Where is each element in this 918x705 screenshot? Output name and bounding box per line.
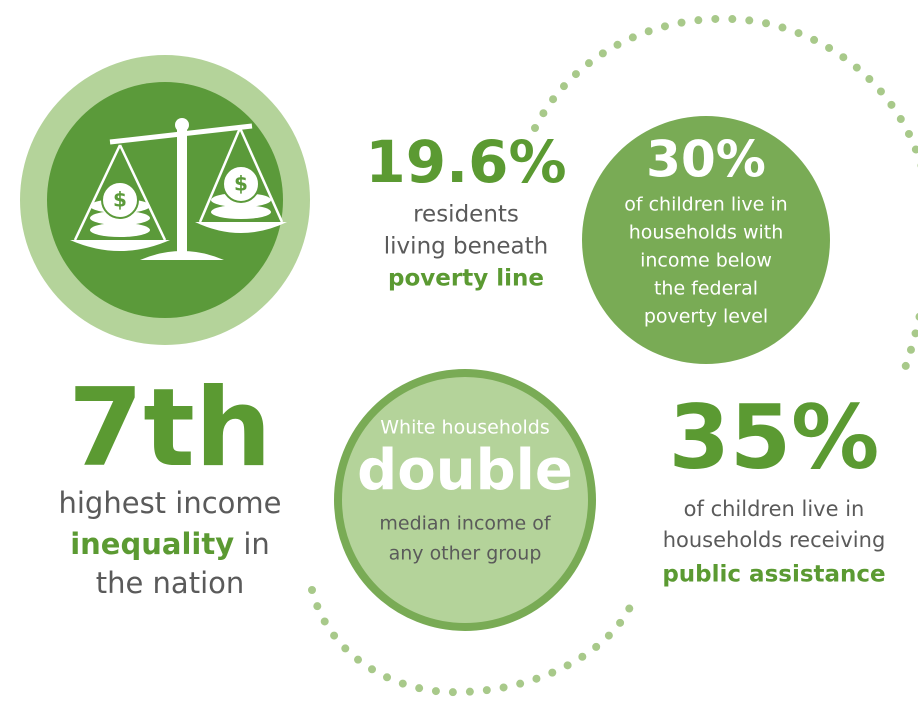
inequality-line: inequality in (70, 527, 270, 561)
child-poverty-text: of children live in (624, 194, 787, 216)
inequality-text: the nation (96, 566, 245, 600)
inequality-emphasis: inequality (70, 527, 234, 561)
child-poverty-text: households with (629, 222, 784, 244)
inequality-text: highest income (59, 486, 282, 520)
dollar-sign: $ (234, 172, 248, 196)
public-assistance-text: households receiving (663, 528, 886, 552)
median-income-text: any other group (389, 543, 542, 565)
poverty-text: living beneath (384, 234, 548, 260)
child-poverty-text: income below (640, 250, 772, 272)
median-income-figure: double (357, 438, 573, 503)
child-poverty-text: poverty level (644, 306, 768, 328)
child-poverty-circle (582, 116, 830, 364)
poverty-figure: 19.6% (365, 128, 566, 196)
public-assistance-text: of children live in (684, 497, 865, 521)
inequality-text: in (234, 527, 270, 561)
dollar-sign: $ (113, 188, 127, 212)
poverty-text: residents (413, 202, 519, 228)
median-income-intro: White households (380, 417, 550, 439)
dotted-arc (308, 586, 636, 697)
median-income-circle (334, 369, 596, 631)
child-poverty-figure: 30% (646, 131, 766, 189)
poverty-emphasis: poverty line (388, 266, 544, 292)
child-poverty-text: the federal (654, 278, 758, 300)
public-assistance-figure: 35% (669, 386, 880, 489)
public-assistance-emphasis: public assistance (662, 562, 885, 588)
inequality-figure: 7th (68, 366, 272, 491)
scale-icon (70, 118, 287, 260)
median-income-text: median income of (379, 513, 552, 535)
icon-inner-circle (47, 82, 283, 318)
